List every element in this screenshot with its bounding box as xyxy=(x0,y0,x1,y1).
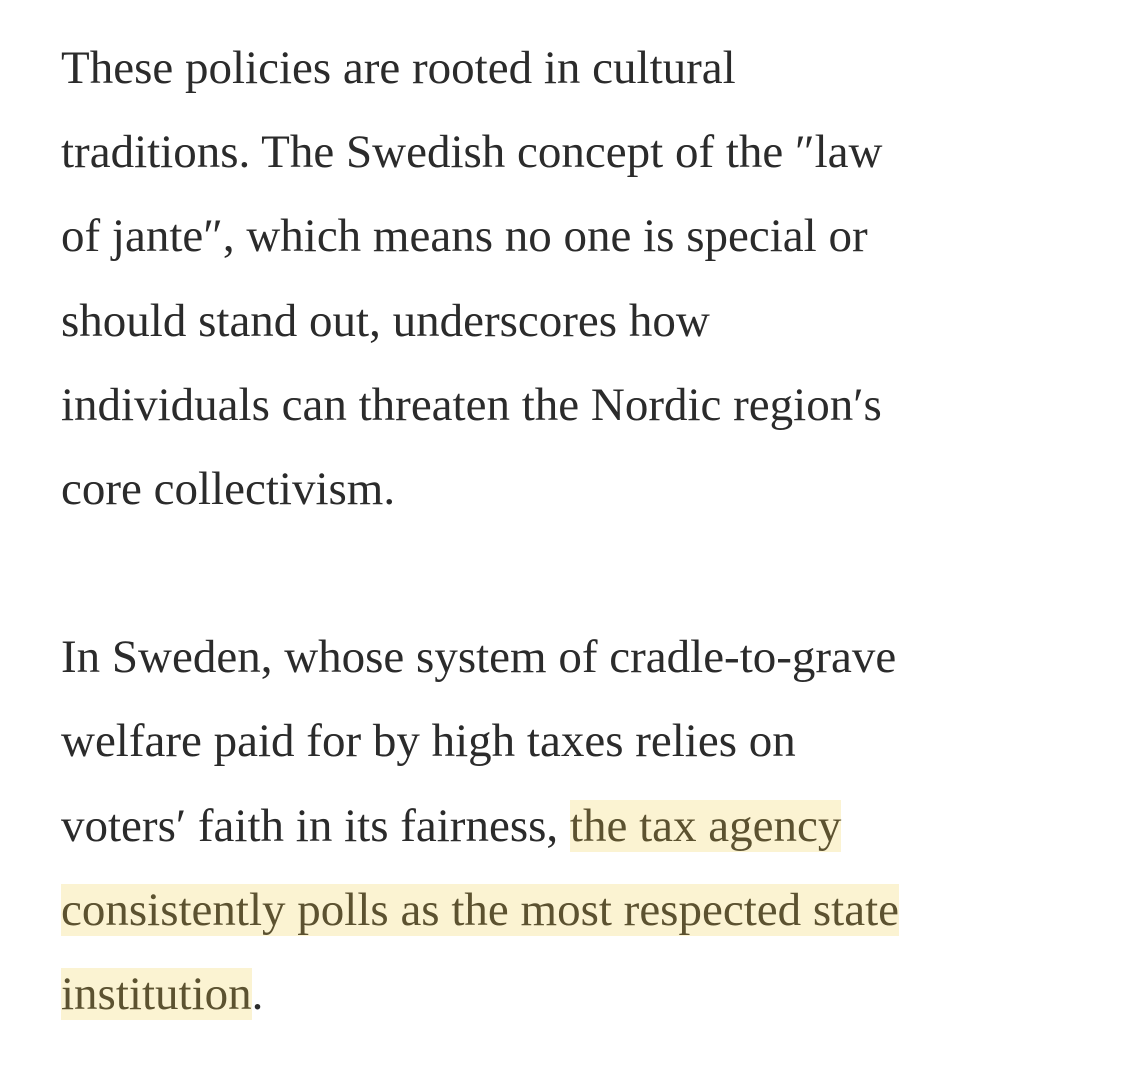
text-line: individuals can threaten the Nordic regi… xyxy=(61,378,882,431)
text-line: voters′ faith in its fairness, the tax a… xyxy=(61,784,1071,868)
text-line: institution. xyxy=(61,952,1071,1036)
highlighted-text[interactable]: institution xyxy=(61,968,252,1021)
paragraph-jante: These policies are rooted in cultural tr… xyxy=(61,26,1071,531)
text-line: traditions. The Swedish concept of the ″… xyxy=(61,126,883,179)
text-segment: voters′ faith in its fairness, xyxy=(61,799,570,852)
text-line: of jante″, which means no one is special… xyxy=(61,210,868,263)
highlighted-text[interactable]: consistently polls as the most respected… xyxy=(61,883,899,936)
text-line: In Sweden, whose system of cradle-to-gra… xyxy=(61,631,897,684)
text-line: core collectivism. xyxy=(61,463,396,516)
article-body: These policies are rooted in cultural tr… xyxy=(61,26,1071,1036)
text-line: welfare paid for by high taxes relies on xyxy=(61,715,796,768)
text-line: should stand out, underscores how xyxy=(61,294,710,347)
text-line: These policies are rooted in cultural xyxy=(61,42,736,94)
text-segment: . xyxy=(251,968,264,1021)
text-line: consistently polls as the most respected… xyxy=(61,868,1071,952)
paragraph-sweden-tax: In Sweden, whose system of cradle-to-gra… xyxy=(61,615,1071,1036)
highlighted-text[interactable]: the tax agency xyxy=(569,799,842,852)
